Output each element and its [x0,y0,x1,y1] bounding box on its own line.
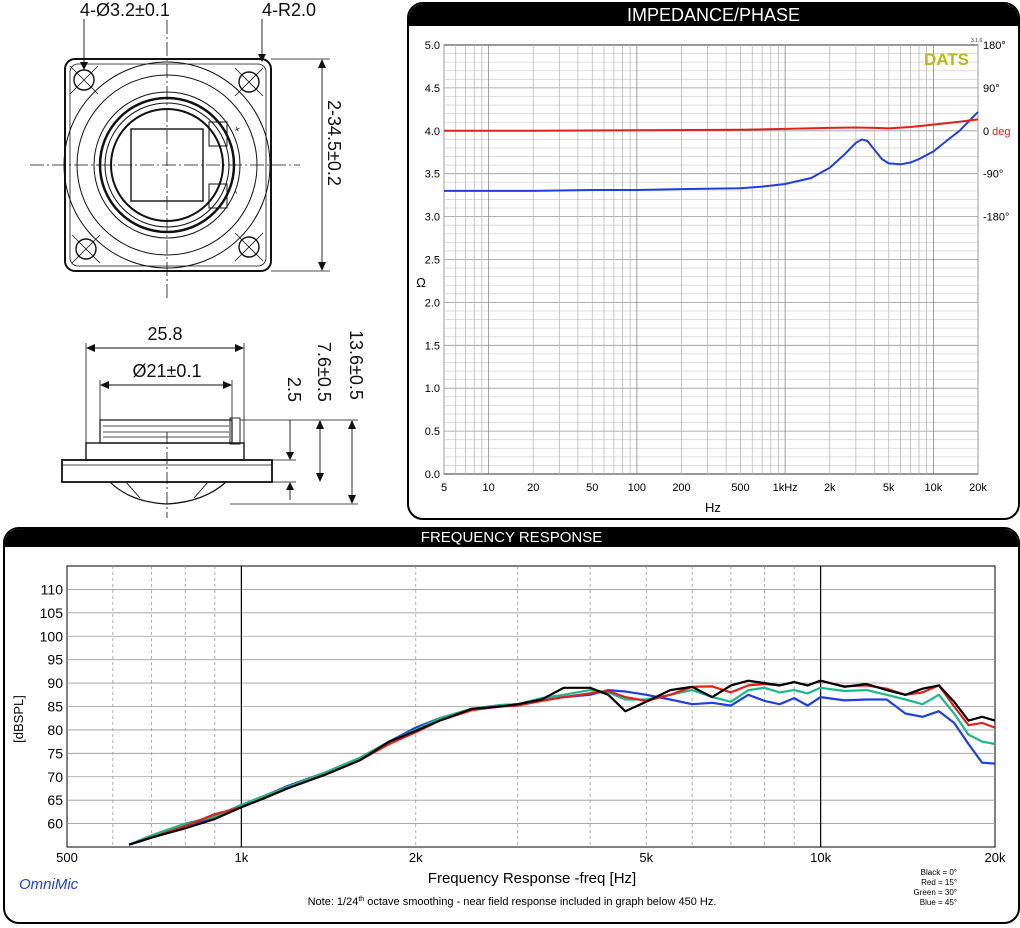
legend-green: Green = 30° [914,888,957,897]
green-30-curve [128,686,996,846]
frequency-y-tick-label: 70 [47,769,63,785]
impedance-y-tick-label: 3.5 [425,169,440,181]
impedance-x-tick-label: 200 [672,482,690,494]
frequency-y-tick-label: 80 [47,722,63,738]
legend-blue: Blue = 45° [920,898,957,907]
black-0-curve [128,679,996,846]
dats-version-label: 3.1.6 [971,38,982,44]
size-dimension-label: 2-34.5±0.2 [324,100,344,186]
impedance-x-tick-label: 5k [883,482,895,494]
omnimic-brand-label: OmniMic [19,876,79,893]
phase-y-tick-label: 180° [983,40,1006,52]
width-dimension-label: 25.8 [147,324,182,344]
impedance-y-tick-label: 2.0 [425,297,440,309]
phase-unit-label: deg [992,126,1010,138]
dim-7-6-label: 7.6±0.5 [314,342,334,402]
legend-black: Black = 0° [921,868,957,877]
impedance-x-tick-label: 20 [527,482,539,494]
phase-y-tick-label: -180° [983,212,1009,224]
frequency-y-tick-label: 75 [47,745,63,761]
terminal-plus-label: + [230,125,243,135]
frequency-y-tick-label: 85 [47,699,63,715]
impedance-y-tick-label: 4.0 [425,126,440,138]
dim-2-5-label: 2.5 [284,377,304,402]
impedance-x-axis-label: Hz [705,500,721,515]
frequency-x-tick-label: 20k [985,850,1006,865]
dats-brand-label: DATS [924,50,969,69]
impedance-y-tick-label: 0.5 [425,426,440,438]
impedance-x-tick-label: 5 [441,482,447,494]
frequency-response-chart: 500 1k 2k 5k 10k 20k 60 65 70 75 80 85 90 95 100 105 11… [11,565,1006,908]
impedance-x-tick-label: 500 [731,482,749,494]
terminal-minus-label: - [230,189,241,197]
phase-y-tick-label: 90° [983,83,1000,95]
impedance-panel-title: IMPEDANCE/PHASE [409,4,1018,26]
impedance-x-tick-label: 10 [483,482,495,494]
frequency-y-tick-label: 60 [47,816,63,832]
frequency-y-tick-label: 65 [47,792,63,808]
impedance-x-tick-label: 2k [824,482,836,494]
phase-y-tick-label: -90° [983,169,1003,181]
impedance-y-tick-label: 1.5 [425,340,440,352]
impedance-y-axis-label: Ω [416,275,426,290]
impedance-x-tick-label: 20k [969,482,987,494]
impedance-y-tick-label: 1.0 [425,383,440,395]
diameter-dimension-label: Ø21±0.1 [133,361,202,381]
impedance-y-tick-label: 3.0 [425,212,440,224]
smoothing-note: Note: 1/24th octave smoothing - near fie… [308,896,717,908]
frequency-y-axis-label: [dBSPL] [11,695,26,743]
radius-dimension-label: 4-R2.0 [262,0,316,20]
frequency-x-tick-label: 500 [56,850,78,865]
note-suffix: octave smoothing - near field response i… [364,896,716,908]
speaker-dimension-drawing: 4-Ø3.2±0.1 4-R2.0 2-34.5±0.2 + - 25.8 Ø2… [30,0,366,518]
impedance-x-tick-label: 50 [586,482,598,494]
note-superscript: th [358,896,364,903]
frequency-y-tick-label: 105 [40,605,64,621]
impedance-chart: 5 10 20 50 100 200 500 1kHz 2k 5k 10k 20k 0.0 0.5 1.0… [416,38,1010,515]
frequency-y-tick-label: 95 [47,652,63,668]
frequency-y-tick-label: 110 [41,581,64,597]
phase-curve [444,118,979,132]
phase-y-tick-label: 0 deg [983,126,1010,138]
note-prefix: Note: 1/24 [308,896,359,908]
legend-red: Red = 15° [921,878,957,887]
frequency-x-tick-label: 2k [409,850,423,865]
frequency-y-tick-label: 100 [40,628,64,644]
impedance-y-tick-label: 4.5 [425,83,440,95]
dim-13-6-label: 13.6±0.5 [346,330,366,400]
impedance-phase-panel: IMPEDANCE/PHASE 5 10 20 50 100 200 500 1kHz 2k 5k… [407,2,1020,520]
frequency-x-tick-label: 1k [235,850,249,865]
impedance-x-tick-label: 100 [628,482,646,494]
impedance-y-tick-label: 2.5 [425,255,440,267]
frequency-panel-title: FREQUENCY RESPONSE [5,529,1018,547]
impedance-curve [444,111,979,192]
frequency-x-tick-label: 10k [810,850,831,865]
impedance-y-tick-label: 5.0 [425,40,440,52]
frequency-response-panel: FREQUENCY RESPONSE 500 1k 2k 5k 10k 20k 60 65 7… [3,527,1020,924]
impedance-x-tick-label: 1kHz [773,482,798,494]
hole-dimension-label: 4-Ø3.2±0.1 [80,0,170,20]
frequency-x-tick-label: 5k [639,850,653,865]
impedance-x-tick-label: 10k [924,482,942,494]
frequency-y-tick-label: 90 [47,675,63,691]
frequency-x-axis-label: Frequency Response -freq [Hz] [428,870,636,887]
impedance-y-tick-label: 0.0 [425,469,440,481]
